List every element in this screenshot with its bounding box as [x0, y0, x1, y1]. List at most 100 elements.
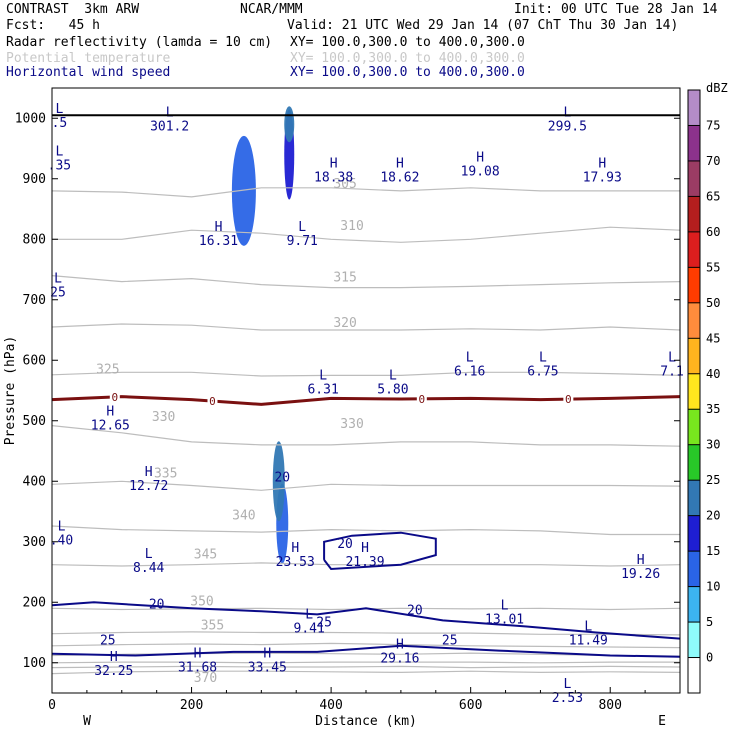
y-tick-label: 200	[23, 595, 46, 610]
x-tick-label: 0	[48, 698, 56, 713]
y-tick-label: 100	[23, 656, 46, 671]
reflectivity-cell	[231, 135, 256, 246]
field-xy-wind: XY= 100.0,300.0 to 400.0,300.0	[290, 65, 525, 80]
zero-label-bg	[563, 393, 574, 406]
theta-label: 355	[201, 618, 224, 633]
extrema-value: .5	[52, 116, 68, 131]
extrema-value: 32.25	[94, 664, 133, 679]
colorbar-cell	[688, 409, 700, 445]
theta-contour-310	[52, 226, 681, 243]
colorbar-cell	[688, 160, 700, 197]
extrema-value: 17.93	[583, 171, 622, 186]
contour-labels-layer: 370 355 350 345 340 335 330 330 325 320 315 310 305	[96, 177, 364, 686]
field-name-reflectivity: Radar reflectivity (lamda = 10 cm)	[6, 35, 273, 50]
extrema-value: 19.26	[621, 567, 660, 582]
colorbar-cell	[688, 515, 700, 552]
theta-label: 350	[190, 594, 213, 609]
extrema-value: 6.16	[454, 364, 485, 379]
extrema-L: L	[539, 350, 547, 365]
extrema-H: H	[106, 405, 114, 420]
wind-label: 25	[100, 634, 116, 649]
extrema-value: 6.75	[527, 364, 558, 379]
colorbar-cell	[688, 267, 700, 303]
colorbar-cell	[688, 90, 700, 126]
wind-label: 25	[442, 634, 458, 649]
colorbar-label: 35	[706, 402, 720, 416]
x-tick-label: 200	[180, 698, 203, 713]
extrema-H: H	[476, 151, 484, 166]
colorbar: 0 5 10 15 20 25 30 35 40 45 50 55 60 65 70 75 dBZ	[687, 81, 728, 694]
theta-label: 370	[194, 671, 217, 686]
wind-contour-20	[51, 601, 681, 640]
extrema-value: 9.71	[287, 234, 318, 249]
y-tick-label: 700	[23, 293, 46, 308]
extrema-H: H	[110, 650, 118, 665]
colorbar-cell	[688, 302, 700, 339]
colorbar-cell	[688, 551, 700, 587]
zero-isotherm	[51, 395, 681, 406]
theta-contour-345	[51, 562, 681, 567]
extrema-value: 33.45	[248, 661, 287, 676]
colorbar-cell	[688, 373, 700, 410]
zero-label-bg	[416, 392, 427, 405]
colorbar-label: 75	[706, 118, 720, 132]
colorbar-label: 0	[706, 651, 713, 665]
theta-contour-315	[51, 275, 681, 289]
theta-contours-layer	[51, 187, 681, 675]
zero-label: 0	[111, 391, 118, 404]
extrema-value: 18.38	[314, 171, 353, 186]
extrema-L: L	[54, 272, 62, 287]
theta-label: 345	[194, 548, 217, 563]
colorbar-label: 25	[706, 473, 720, 487]
theta-contour-305	[51, 187, 680, 198]
theta-label: 320	[333, 316, 356, 331]
extrema-value: 12.72	[129, 479, 168, 494]
zero-label-bg	[207, 395, 218, 408]
theta-label: 315	[333, 271, 356, 286]
theta-contour-325	[51, 371, 681, 377]
zero-label: 0	[209, 395, 216, 408]
extrema-value: 18.62	[380, 171, 419, 186]
extrema-L: L	[563, 677, 571, 692]
model-title: CONTRAST 3km ARW	[6, 2, 140, 17]
y-tick-label: 500	[23, 414, 46, 429]
y-tick-label: 900	[23, 172, 46, 187]
theta-label: 310	[340, 219, 363, 234]
x-tick-label: 600	[459, 698, 482, 713]
colorbar-cell	[688, 657, 700, 693]
extrema-value: 12.65	[91, 419, 130, 434]
extrema-value: 8.44	[133, 561, 164, 576]
zero-isotherm-layer: 0 0 0 0	[51, 390, 681, 408]
reflectivity-cell	[284, 106, 295, 143]
colorbar-label: 50	[706, 296, 720, 310]
extrema-L: L	[298, 220, 306, 235]
colorbar-label: 60	[706, 225, 720, 239]
extrema-value: 6.31	[307, 382, 338, 397]
colorbar-label: 40	[706, 367, 720, 381]
wind-label: 20	[337, 537, 353, 552]
colorbar-label: 30	[706, 438, 720, 452]
colorbar-frame	[687, 89, 701, 694]
colorbar-cell	[688, 480, 700, 516]
extrema-value: .35	[48, 159, 71, 174]
extrema-L: L	[305, 607, 313, 622]
extrema-value: 2.53	[552, 691, 583, 706]
colorbar-label: 15	[706, 544, 720, 558]
extrema-L: L	[563, 105, 571, 120]
extrema-H: H	[291, 541, 299, 556]
colorbar-label: 5	[706, 615, 713, 629]
zero-label: 0	[419, 393, 426, 406]
theta-contour-375	[51, 665, 681, 669]
theta-label: 335	[154, 467, 177, 482]
west-label: W	[83, 714, 91, 729]
extrema-L: L	[58, 520, 66, 535]
x-tick-label: 400	[319, 698, 342, 713]
wind-contour-25	[51, 644, 681, 658]
extrema-H: H	[263, 647, 271, 662]
theta-contour-335	[51, 480, 681, 491]
extrema-value: 31.68	[178, 661, 217, 676]
extrema-value: 19.08	[461, 165, 500, 180]
y-tick-label: 800	[23, 232, 46, 247]
